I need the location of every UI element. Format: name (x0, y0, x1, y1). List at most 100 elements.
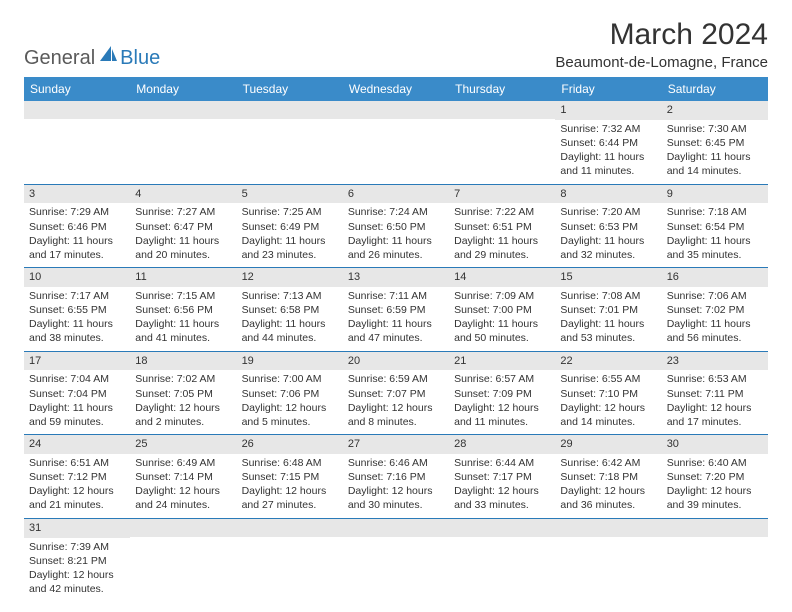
daylight-text: Daylight: 11 hours and 17 minutes. (29, 234, 125, 262)
sunset-text: Sunset: 7:06 PM (242, 387, 338, 401)
calendar-empty-cell (449, 101, 555, 184)
calendar-day-cell: 31Sunrise: 7:39 AMSunset: 8:21 PMDayligh… (24, 518, 130, 601)
sunrise-text: Sunrise: 6:46 AM (348, 456, 444, 470)
calendar-day-cell: 29Sunrise: 6:42 AMSunset: 7:18 PMDayligh… (555, 435, 661, 519)
sunset-text: Sunset: 6:44 PM (560, 136, 656, 150)
sunset-text: Sunset: 6:59 PM (348, 303, 444, 317)
day-number: 22 (555, 352, 661, 371)
day-number: 27 (343, 435, 449, 454)
sunset-text: Sunset: 7:18 PM (560, 470, 656, 484)
day-number: 15 (555, 268, 661, 287)
calendar-body: 1Sunrise: 7:32 AMSunset: 6:44 PMDaylight… (24, 101, 768, 601)
sunrise-text: Sunrise: 7:18 AM (667, 205, 763, 219)
calendar-day-cell: 16Sunrise: 7:06 AMSunset: 7:02 PMDayligh… (662, 268, 768, 352)
calendar-day-cell: 9Sunrise: 7:18 AMSunset: 6:54 PMDaylight… (662, 184, 768, 268)
calendar-day-cell: 1 Sunrise: 7:32 AMSunset: 6:44 PMDaylight… (555, 101, 661, 184)
day-number: 14 (449, 268, 555, 287)
sunset-text: Sunset: 7:15 PM (242, 470, 338, 484)
empty-daynum-bar (343, 101, 449, 119)
day-header: Wednesday (343, 77, 449, 101)
logo: General Blue (24, 46, 160, 71)
daylight-text: Daylight: 11 hours and 32 minutes. (560, 234, 656, 262)
calendar-week-row: 3Sunrise: 7:29 AMSunset: 6:46 PMDaylight… (24, 184, 768, 268)
calendar-empty-cell (130, 101, 236, 184)
sunset-text: Sunset: 6:56 PM (135, 303, 231, 317)
daylight-text: Daylight: 11 hours and 14 minutes. (667, 150, 763, 178)
daylight-text: Daylight: 12 hours and 17 minutes. (667, 401, 763, 429)
sunset-text: Sunset: 7:17 PM (454, 470, 550, 484)
sunrise-text: Sunrise: 7:17 AM (29, 289, 125, 303)
title-block: March 2024 Beaumont-de-Lomagne, France (555, 18, 768, 71)
calendar-day-cell: 13Sunrise: 7:11 AMSunset: 6:59 PMDayligh… (343, 268, 449, 352)
daylight-text: Daylight: 11 hours and 38 minutes. (29, 317, 125, 345)
daylight-text: Daylight: 12 hours and 24 minutes. (135, 484, 231, 512)
day-header: Saturday (662, 77, 768, 101)
sunrise-text: Sunrise: 7:29 AM (29, 205, 125, 219)
sunrise-text: Sunrise: 7:04 AM (29, 372, 125, 386)
sunset-text: Sunset: 7:07 PM (348, 387, 444, 401)
calendar-empty-cell (662, 518, 768, 601)
sunrise-text: Sunrise: 7:39 AM (29, 540, 125, 554)
sunset-text: Sunset: 7:20 PM (667, 470, 763, 484)
sunset-text: Sunset: 6:55 PM (29, 303, 125, 317)
day-header-row: SundayMondayTuesdayWednesdayThursdayFrid… (24, 77, 768, 101)
calendar-day-cell: 18Sunrise: 7:02 AMSunset: 7:05 PMDayligh… (130, 351, 236, 435)
day-number: 3 (24, 185, 130, 204)
sunrise-text: Sunrise: 6:59 AM (348, 372, 444, 386)
calendar-empty-cell (343, 518, 449, 601)
sunrise-text: Sunrise: 7:02 AM (135, 372, 231, 386)
sunset-text: Sunset: 6:50 PM (348, 220, 444, 234)
day-header: Thursday (449, 77, 555, 101)
calendar-empty-cell (555, 518, 661, 601)
empty-daynum-bar (24, 101, 130, 119)
sunrise-text: Sunrise: 7:15 AM (135, 289, 231, 303)
empty-daynum-bar (449, 101, 555, 119)
calendar-day-cell: 17Sunrise: 7:04 AMSunset: 7:04 PMDayligh… (24, 351, 130, 435)
calendar-empty-cell (24, 101, 130, 184)
sunrise-text: Sunrise: 7:13 AM (242, 289, 338, 303)
calendar-day-cell: 6Sunrise: 7:24 AMSunset: 6:50 PMDaylight… (343, 184, 449, 268)
day-number: 13 (343, 268, 449, 287)
calendar-day-cell: 14Sunrise: 7:09 AMSunset: 7:00 PMDayligh… (449, 268, 555, 352)
sunset-text: Sunset: 6:46 PM (29, 220, 125, 234)
calendar-day-cell: 8Sunrise: 7:20 AMSunset: 6:53 PMDaylight… (555, 184, 661, 268)
calendar-week-row: 1Sunrise: 7:32 AMSunset: 6:44 PMDaylight… (24, 101, 768, 184)
daylight-text: Daylight: 11 hours and 23 minutes. (242, 234, 338, 262)
sunrise-text: Sunrise: 7:22 AM (454, 205, 550, 219)
day-number: 25 (130, 435, 236, 454)
sunset-text: Sunset: 7:09 PM (454, 387, 550, 401)
daylight-text: Daylight: 11 hours and 26 minutes. (348, 234, 444, 262)
calendar-empty-cell (449, 518, 555, 601)
daylight-text: Daylight: 11 hours and 11 minutes. (560, 150, 656, 178)
calendar-day-cell: 4Sunrise: 7:27 AMSunset: 6:47 PMDaylight… (130, 184, 236, 268)
daylight-text: Daylight: 11 hours and 41 minutes. (135, 317, 231, 345)
sunset-text: Sunset: 7:05 PM (135, 387, 231, 401)
empty-daynum-bar (662, 519, 768, 537)
calendar-day-cell: 24Sunrise: 6:51 AMSunset: 7:12 PMDayligh… (24, 435, 130, 519)
calendar-day-cell: 5Sunrise: 7:25 AMSunset: 6:49 PMDaylight… (237, 184, 343, 268)
sunrise-text: Sunrise: 6:53 AM (667, 372, 763, 386)
sunset-text: Sunset: 6:53 PM (560, 220, 656, 234)
day-number: 26 (237, 435, 343, 454)
day-number: 12 (237, 268, 343, 287)
sunset-text: Sunset: 6:51 PM (454, 220, 550, 234)
sunrise-text: Sunrise: 6:55 AM (560, 372, 656, 386)
sunset-text: Sunset: 7:04 PM (29, 387, 125, 401)
calendar-day-cell: 3Sunrise: 7:29 AMSunset: 6:46 PMDaylight… (24, 184, 130, 268)
calendar-day-cell: 26Sunrise: 6:48 AMSunset: 7:15 PMDayligh… (237, 435, 343, 519)
calendar-day-cell: 27 Sunrise: 6:46 AMSunset: 7:16 PMDayligh… (343, 435, 449, 519)
sunrise-text: Sunrise: 7:25 AM (242, 205, 338, 219)
calendar-table: SundayMondayTuesdayWednesdayThursdayFrid… (24, 77, 768, 601)
sunset-text: Sunset: 7:16 PM (348, 470, 444, 484)
daylight-text: Daylight: 11 hours and 50 minutes. (454, 317, 550, 345)
sunset-text: Sunset: 7:10 PM (560, 387, 656, 401)
daylight-text: Daylight: 12 hours and 11 minutes. (454, 401, 550, 429)
sunrise-text: Sunrise: 7:32 AM (560, 122, 656, 136)
empty-daynum-bar (130, 101, 236, 119)
calendar-week-row: 17Sunrise: 7:04 AMSunset: 7:04 PMDayligh… (24, 351, 768, 435)
daylight-text: Daylight: 12 hours and 21 minutes. (29, 484, 125, 512)
day-number: 1 (555, 101, 661, 120)
daylight-text: Daylight: 12 hours and 30 minutes. (348, 484, 444, 512)
day-number: 23 (662, 352, 768, 371)
calendar-day-cell: 20Sunrise: 6:59 AMSunset: 7:07 PMDayligh… (343, 351, 449, 435)
